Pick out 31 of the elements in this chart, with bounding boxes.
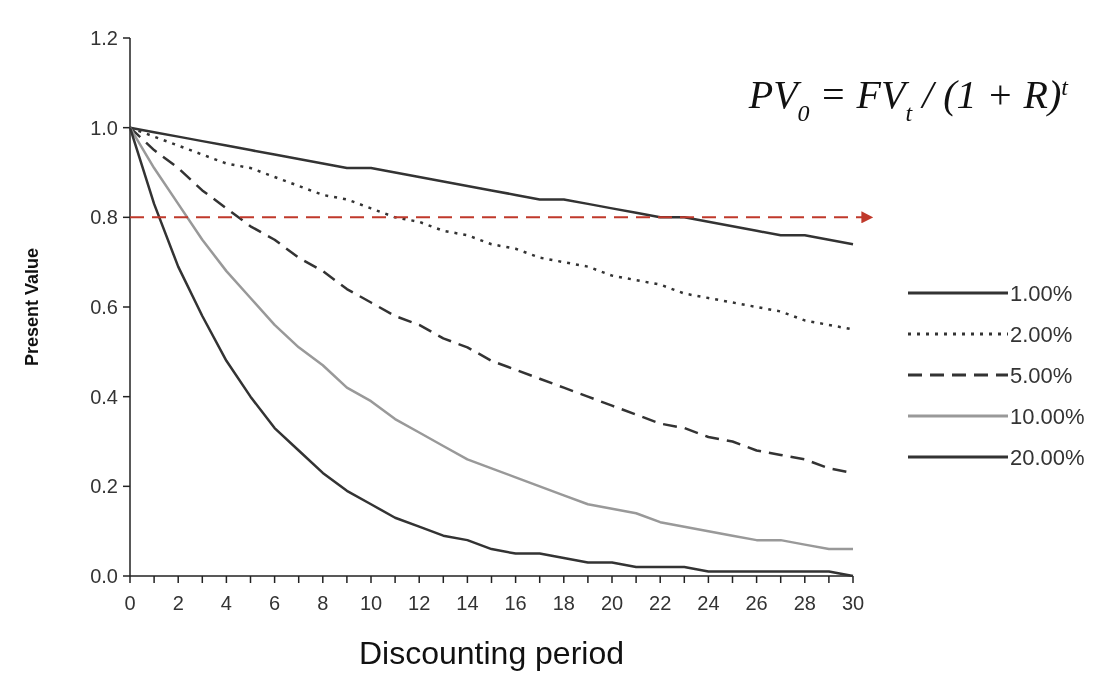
- x-tick-label: 2: [172, 592, 184, 614]
- x-tick-label: 8: [317, 592, 329, 614]
- x-tick-label: 20: [600, 592, 624, 614]
- y-axis-title: Present Value: [22, 247, 42, 367]
- legend-label: 5.00%: [1010, 362, 1073, 388]
- x-tick-label: 10: [359, 592, 383, 614]
- y-tick-label: 0.6: [90, 296, 118, 318]
- x-tick-label: 28: [793, 592, 816, 614]
- x-tick-label: 12: [408, 592, 431, 614]
- y-tick-label: 1.2: [90, 27, 118, 49]
- legend-label: 20.00%: [1010, 444, 1085, 470]
- legend-label: 2.00%: [1010, 321, 1073, 347]
- x-axis-title: Discounting period: [358, 635, 625, 671]
- x-tick-label: 4: [220, 592, 232, 614]
- x-tick-label: 22: [649, 592, 672, 614]
- legend-label: 1.00%: [1010, 280, 1073, 306]
- x-tick-label: 30: [841, 592, 865, 614]
- y-tick-label: 0.8: [90, 206, 118, 229]
- x-tick-label: 16: [504, 592, 527, 614]
- x-tick-label: 6: [269, 592, 281, 614]
- x-tick-label: 14: [456, 592, 479, 614]
- y-tick-label: 1.0: [90, 116, 118, 139]
- legend-label: 10.00%: [1010, 403, 1085, 429]
- x-tick-label: 24: [697, 592, 720, 614]
- y-tick-label: 0.4: [90, 385, 118, 408]
- x-tick-label: 0: [124, 592, 136, 614]
- x-tick-label: 26: [745, 592, 768, 614]
- annotation: PV$_{0}$ = FV$_{t}$ / (1 + R)$^{t}$: [747, 72, 1070, 126]
- x-tick-label: 18: [552, 592, 575, 614]
- y-tick-label: 0.0: [90, 565, 118, 587]
- y-tick-label: 0.2: [90, 475, 118, 498]
